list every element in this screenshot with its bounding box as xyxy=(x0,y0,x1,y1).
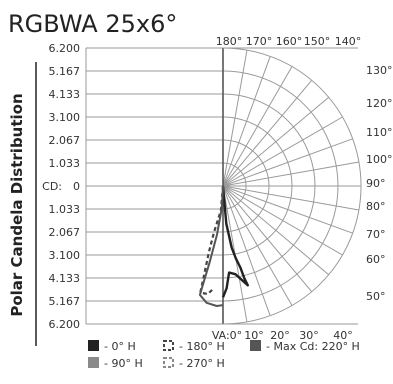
grid-spoke xyxy=(222,185,359,211)
angle-label-right: 100° xyxy=(366,153,393,166)
legend-swatch xyxy=(163,340,174,351)
legend-label: - 270° H xyxy=(179,357,225,370)
legend: - 0° H - 180° H - Max Cd: 220° H - 90° H - 2… xyxy=(88,340,360,370)
angle-label-bottom: 40° xyxy=(333,329,353,342)
grid-spoke xyxy=(222,185,330,276)
legend-swatch xyxy=(163,357,174,368)
angle-label-top: 170° xyxy=(246,35,273,48)
polar-grid xyxy=(85,47,362,325)
angle-label-right: 110° xyxy=(366,126,393,139)
cd-tick-label: 6.200 xyxy=(49,42,81,55)
grid-spoke xyxy=(222,185,271,316)
legend-label: - 180° H xyxy=(179,340,225,353)
legend-swatch xyxy=(88,357,99,368)
series-line xyxy=(198,185,224,307)
cd-tick-label: 5.167 xyxy=(49,295,81,308)
cd-tick-label: 2.067 xyxy=(49,134,81,147)
angle-label-bottom: 30° xyxy=(299,329,319,342)
series-line xyxy=(221,185,249,298)
cd-tick-label: 6.200 xyxy=(49,318,81,331)
grid-spoke xyxy=(222,96,330,187)
cd-tick-label: 2.067 xyxy=(49,226,81,239)
angle-label-top: 140° xyxy=(335,35,362,48)
grid-spoke xyxy=(222,56,271,187)
cd-tick-label: 0 xyxy=(73,180,80,193)
grid-spoke xyxy=(222,50,248,187)
y-axis-label: Polar Candela Distribution xyxy=(8,93,26,316)
angle-label-bottom: 10° xyxy=(244,329,264,342)
angle-label-right: 60° xyxy=(366,253,386,266)
angle-label-top: 180° xyxy=(216,35,243,48)
legend-label: - Max Cd: 220° H xyxy=(266,340,360,353)
cd-tick-label: 3.100 xyxy=(49,111,81,124)
angle-label-top: 150° xyxy=(304,35,331,48)
grid-spoke xyxy=(222,185,293,306)
cd-tick-label: 1.033 xyxy=(49,203,81,216)
grid-spoke xyxy=(222,161,359,187)
cd-tick-label: 3.100 xyxy=(49,249,81,262)
legend-swatch xyxy=(88,340,99,351)
cd-tick-label: 1.033 xyxy=(49,157,81,170)
grid-spoke xyxy=(222,116,343,187)
angle-label-bottom: 20° xyxy=(270,329,290,342)
axis-labels: 6.200 5.167 4.133 3.100 2.067 1.033 CD: 0 1.033 2… xyxy=(42,35,392,342)
angle-label-bottom: VA:0° xyxy=(212,329,242,342)
angle-label-right: 120° xyxy=(366,97,393,110)
legend-label: - 0° H xyxy=(104,340,136,353)
grid-spoke xyxy=(222,66,293,187)
angle-label-right: 80° xyxy=(366,200,386,213)
angle-label-right: 90° xyxy=(366,177,386,190)
angle-label-right: 50° xyxy=(366,290,386,303)
data-series xyxy=(198,185,249,307)
legend-label: - 90° H xyxy=(104,357,143,370)
cd-tick-label: 4.133 xyxy=(49,88,81,101)
angle-label-top: 160° xyxy=(276,35,303,48)
grid-spoke xyxy=(222,185,313,293)
cd-center-label: CD: xyxy=(42,180,62,193)
chart-title: RGBWA 25x6° xyxy=(8,10,177,38)
angle-label-right: 130° xyxy=(366,64,393,77)
angle-label-right: 70° xyxy=(366,228,386,241)
grid-spoke xyxy=(222,79,313,187)
legend-swatch xyxy=(250,340,261,351)
cd-tick-label: 4.133 xyxy=(49,272,81,285)
grid-spoke xyxy=(222,185,353,234)
cd-tick-label: 5.167 xyxy=(49,65,81,78)
grid-spoke xyxy=(222,185,343,256)
grid-spoke xyxy=(222,138,353,187)
